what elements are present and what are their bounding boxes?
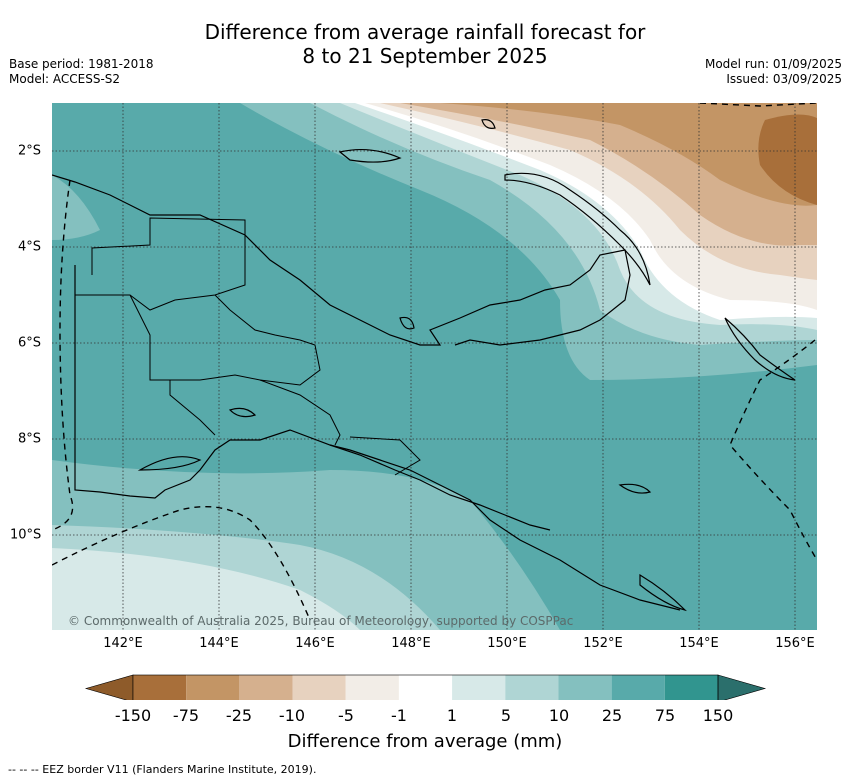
anomaly-fill [52,103,817,630]
colorbar-swatch [239,675,293,700]
lon-label: 142°E [103,636,143,651]
colorbar-swatch [345,675,399,700]
lon-label: 154°E [679,636,719,651]
colorbar-tick: 10 [548,706,570,725]
issued-date: Issued: 03/09/2025 [726,72,842,86]
model-info: Base period: 1981-2018 Model: ACCESS-S2 [9,57,154,87]
colorbar-tick: 150 [702,706,734,725]
colorbar-tick: 25 [601,706,623,725]
colorbar-frame [132,674,719,700]
lat-label: 10°S [10,527,42,543]
colorbar-tick: -75 [172,706,200,725]
colorbar-tick: 1 [446,706,458,725]
lon-label: 148°E [391,636,431,651]
colorbar-swatch [186,675,240,700]
lat-label: 6°S [18,335,42,351]
colorbar-extend-low [84,674,134,700]
colorbar [84,674,767,700]
colorbar-tick: -25 [225,706,253,725]
colorbar-tick: -150 [114,706,152,725]
lon-label: 146°E [295,636,335,651]
lon-label: 150°E [487,636,527,651]
map-title: Difference from average rainfall forecas… [0,20,850,68]
colorbar-swatch [611,675,665,700]
model-run: Model run: 01/09/2025 [704,57,842,71]
colorbar-swatch [505,675,559,700]
lon-label: 152°E [583,636,623,651]
base-period: Base period: 1981-2018 [9,57,154,71]
copyright-notice: © Commonwealth of Australia 2025, Bureau… [68,614,574,628]
colorbar-swatch [558,675,612,700]
colorbar-tick: 5 [500,706,512,725]
colorbar-tick: -1 [391,706,407,725]
colorbar-tick: -10 [278,706,306,725]
lat-label: 2°S [18,143,42,159]
lat-label: 4°S [18,239,42,255]
colorbar-swatch [452,675,506,700]
colorbar-swatch [133,675,187,700]
lon-label: 144°E [199,636,239,651]
title-line-1: Difference from average rainfall forecas… [204,20,646,44]
colorbar-swatch [664,675,718,700]
colorbar-swatch [292,675,346,700]
title-line-2: 8 to 21 September 2025 [302,44,548,68]
model-name: Model: ACCESS-S2 [9,72,121,86]
graticule [52,103,817,630]
province-borders [75,217,421,476]
colorbar-tick: 75 [654,706,676,725]
colorbar-swatch [398,675,453,700]
colorbar-extend-high [717,674,767,700]
run-info: Model run: 01/09/2025 Issued: 03/09/2025 [705,57,842,87]
lat-label: 8°S [18,431,42,447]
colorbar-tick: -5 [338,706,354,725]
eez-footnote: -- -- -- EEZ border V11 (Flanders Marine… [8,763,317,776]
lon-label: 156°E [775,636,815,651]
eez-border [52,103,817,621]
colorbar-label: Difference from average (mm) [287,731,563,752]
rainfall-anomaly-map [52,103,817,700]
